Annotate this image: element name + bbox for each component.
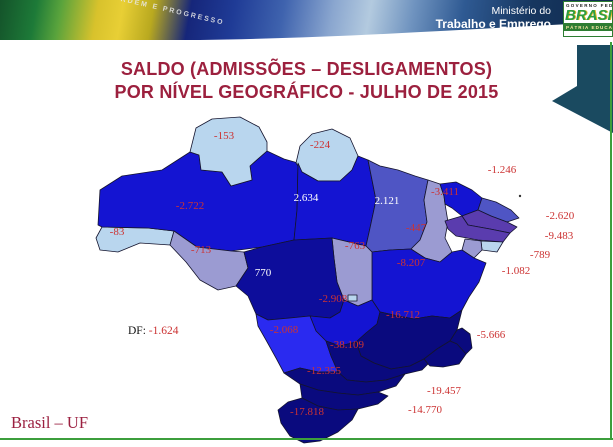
frame-bottom-border <box>0 438 613 440</box>
ministry-line2: Trabalho e Emprego <box>435 17 551 31</box>
label-roraima: -153 <box>213 130 235 142</box>
label-matogrossodosul: -2.068 <box>269 324 299 336</box>
label-matogrosso: 770 <box>254 267 272 279</box>
label-amazonas: -2.722 <box>175 200 205 212</box>
label-ceara: -3.411 <box>430 186 460 198</box>
label-pernambuco: -9.483 <box>544 230 574 242</box>
frame-right-border <box>610 42 612 438</box>
label-parana: -12.355 <box>307 365 341 377</box>
state-riograndedosul-shape <box>277 397 359 444</box>
noronha-island-dot <box>518 194 522 198</box>
label-goias: -2.908 <box>318 293 348 305</box>
label-distritofederal: DF: -1.624 <box>128 325 179 337</box>
label-maranhao: 2.121 <box>374 195 400 207</box>
label-paraiba: -2.620 <box>545 210 575 222</box>
label-bahia: -8.207 <box>396 257 426 269</box>
state-matogrosso-shape <box>235 237 345 321</box>
label-piaui: -447 <box>405 222 427 234</box>
corner-decoration <box>552 45 613 133</box>
label-riograndedosul: -17.818 <box>290 406 324 418</box>
label-espiritosanto: -5.666 <box>476 329 506 341</box>
slide-title: SALDO (ADMISSÕES – DESLIGAMENTOS) POR NÍ… <box>30 58 583 104</box>
state-distritofederal-shape <box>347 294 358 302</box>
logo-patria-educadora-text: PÁTRIA EDUCADORA <box>564 23 613 31</box>
slide-title-line1: SALDO (ADMISSÕES – DESLIGAMENTOS) <box>120 59 493 79</box>
label-para: 2.634 <box>293 192 319 204</box>
slide-title-line2: POR NÍVEL GEOGRÁFICO - JULHO DE 2015 <box>114 82 499 102</box>
governo-federal-logo: GOVERNO FEDERAL BRASIL PÁTRIA EDUCADORA <box>563 1 613 37</box>
label-riograndedonorte: -1.246 <box>487 164 517 176</box>
ministry-line1: Ministério do <box>491 5 551 17</box>
label-alagoas: -789 <box>529 249 551 261</box>
df-prefix: DF: <box>128 325 146 337</box>
df-value: -1.624 <box>148 325 179 337</box>
label-riodejaneiro: -19.457 <box>427 385 461 397</box>
state-riodejaneiro-shape <box>423 340 467 368</box>
label-sergipe: -1.082 <box>501 265 531 277</box>
ministry-title: Ministério do Trabalho e Emprego <box>436 5 551 31</box>
summary-line1: Brasil – UF <box>11 413 89 432</box>
header-bar: ORDEM E PROGRESSO Ministério do Trabalho… <box>0 0 613 40</box>
logo-governo-federal-text: GOVERNO FEDERAL <box>566 3 613 8</box>
state-pernambuco-shape <box>444 215 511 243</box>
label-minasgerais: -16.712 <box>386 309 420 321</box>
label-saopaulo: -38.109 <box>330 339 364 351</box>
header-wave-decoration <box>200 22 613 40</box>
state-alagoas-shape <box>480 240 504 253</box>
label-acre: -83 <box>109 226 125 238</box>
logo-brasil-text: BRASIL <box>565 7 612 24</box>
national-summary: Brasil – UF Saldo: -157.905 vínculos <box>11 370 185 447</box>
label-amapa: -224 <box>309 139 331 151</box>
label-rondonia: -713 <box>190 244 212 256</box>
state-roraima-shape <box>189 116 268 187</box>
state-acre-shape <box>95 226 175 253</box>
label-santacatarina: -14.770 <box>408 404 442 416</box>
label-tocantins: -763 <box>344 240 366 252</box>
